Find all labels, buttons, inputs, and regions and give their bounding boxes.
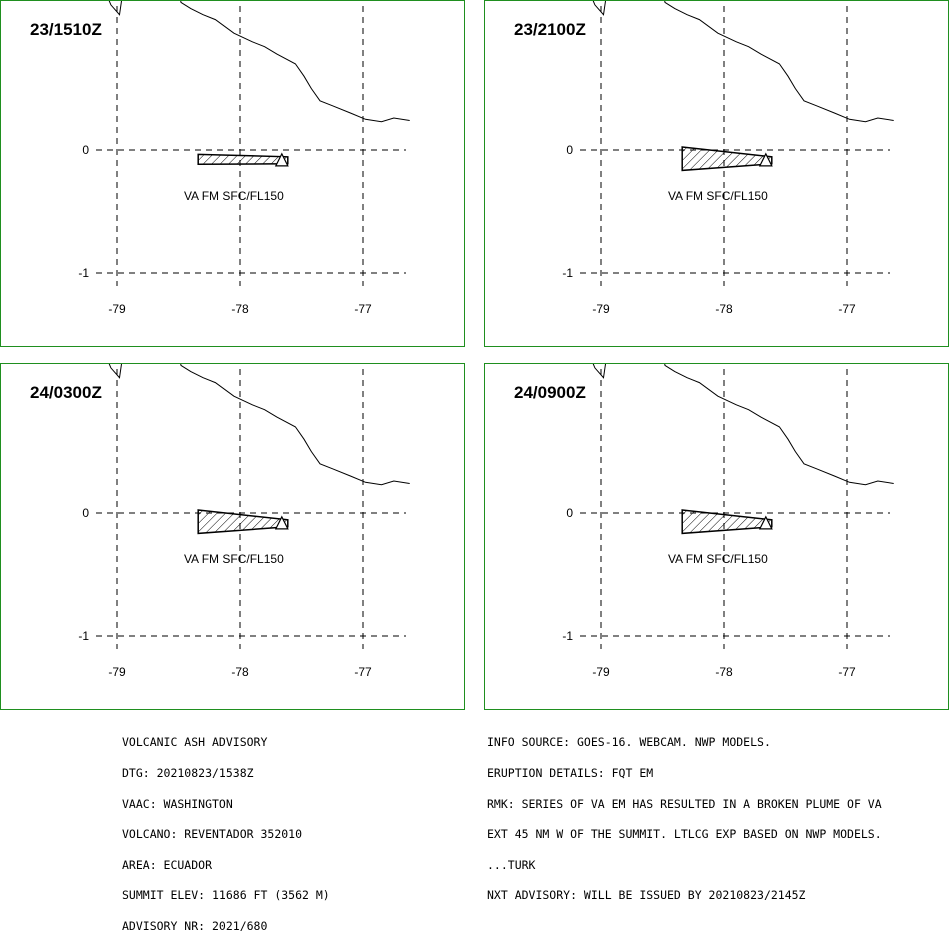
advisory-line: DTG: 20210823/1538Z [122, 766, 254, 780]
advisory-header-text: VOLCANIC ASH ADVISORY DTG: 20210823/1538… [122, 717, 330, 941]
lon-tick-label: -77 [838, 302, 856, 316]
map-svg-2: -79 -78 -77 0 -1 VA FM SFC/FL150 23/2100Z [514, 1, 894, 316]
lat-tick-label: 0 [566, 506, 573, 520]
map-svg-3: -79 -78 -77 0 -1 VA FM SFC/FL150 24/0300Z [30, 364, 410, 679]
advisory-line: RMK: SERIES OF VA EM HAS RESULTED IN A B… [487, 796, 882, 811]
volcano-triangle-icon [274, 152, 289, 167]
lon-tick-label: -78 [715, 302, 733, 316]
advisory-line: AREA: ECUADOR [122, 857, 213, 872]
ash-plume-area [197, 509, 289, 535]
ash-plume-area [681, 509, 773, 535]
map-panel-3: -79 -78 -77 0 -1 VA FM SFC/FL150 24/0300Z [0, 363, 465, 710]
lon-tick-label: -79 [592, 302, 610, 316]
map-svg-4: -79 -78 -77 0 -1 VA FM SFC/FL150 24/0900Z [514, 364, 894, 679]
plume-label: VA FM SFC/FL150 [668, 189, 768, 203]
lon-tick-label: -79 [592, 665, 610, 679]
map-svg-1: -79 -78 -77 0 -1 VA FM SFC/FL150 23/1510Z [30, 1, 410, 316]
forecast-time-label: 24/0900Z [514, 383, 586, 402]
ash-plume-area [197, 153, 289, 166]
lat-tick-label: -1 [562, 266, 573, 280]
lon-tick-label: -79 [108, 302, 126, 316]
lat-tick-label: -1 [78, 266, 89, 280]
forecast-time-label: 23/2100Z [514, 20, 586, 39]
forecast-time-label: 24/0300Z [30, 383, 102, 402]
lat-tick-label: -1 [78, 629, 89, 643]
forecast-time-label: 23/1510Z [30, 20, 102, 39]
map-panel-1: -79 -78 -77 0 -1 VA FM SFC/FL150 23/1510Z [0, 0, 465, 347]
plume-label: VA FM SFC/FL150 [184, 189, 284, 203]
border-line [592, 364, 894, 486]
volcano-triangle-icon [758, 152, 773, 167]
lat-tick-label: 0 [566, 143, 573, 157]
advisory-line: EXT 45 NM W OF THE SUMMIT. LTLCG EXP BAS… [487, 827, 882, 842]
map-panel-2: -79 -78 -77 0 -1 VA FM SFC/FL150 23/2100Z [484, 0, 949, 347]
lon-tick-label: -77 [838, 665, 856, 679]
advisory-line: VOLCANO: REVENTADOR 352010 [122, 827, 303, 842]
advisory-line: VAAC: WASHINGTON [122, 796, 233, 811]
lat-tick-label: 0 [82, 143, 89, 157]
volcano-triangle-icon [274, 515, 289, 530]
lon-tick-label: -77 [354, 665, 372, 679]
advisory-details-text: INFO SOURCE: GOES-16. WEBCAM. NWP MODELS… [487, 717, 882, 911]
lon-tick-label: -77 [354, 302, 372, 316]
border-line [592, 1, 894, 123]
map-panel-4: -79 -78 -77 0 -1 VA FM SFC/FL150 24/0900Z [484, 363, 949, 710]
lon-tick-label: -78 [231, 665, 249, 679]
advisory-line: ADVISORY NR: 2021/680 [122, 918, 268, 933]
border-line [108, 364, 410, 486]
advisory-line: SUMMIT ELEV: 11686 FT (3562 M) [122, 888, 330, 903]
advisory-line: INFO SOURCE: GOES-16. WEBCAM. NWP MODELS… [487, 735, 771, 750]
plume-label: VA FM SFC/FL150 [184, 552, 284, 566]
advisory-line: ...TURK [487, 857, 536, 872]
border-line [108, 1, 410, 123]
lat-tick-label: -1 [562, 629, 573, 643]
advisory-line: NXT ADVISORY: WILL BE ISSUED BY 20210823… [487, 888, 806, 903]
ash-plume-area [681, 146, 773, 172]
lon-tick-label: -78 [715, 665, 733, 679]
advisory-line: ERUPTION DETAILS: FQT EM [487, 766, 654, 780]
lon-tick-label: -78 [231, 302, 249, 316]
plume-label: VA FM SFC/FL150 [668, 552, 768, 566]
lon-tick-label: -79 [108, 665, 126, 679]
advisory-line: VOLCANIC ASH ADVISORY [122, 735, 268, 750]
volcano-triangle-icon [758, 515, 773, 530]
lat-tick-label: 0 [82, 506, 89, 520]
